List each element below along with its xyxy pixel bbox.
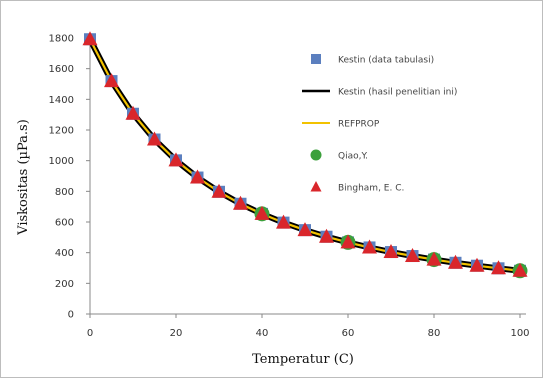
data-point-triangle xyxy=(319,228,334,243)
legend-marker-circle xyxy=(310,149,322,161)
y-tick-label: 1400 xyxy=(49,95,74,106)
y-tick-label: 1000 xyxy=(49,156,74,167)
data-point-triangle xyxy=(276,214,291,229)
data-point-triangle xyxy=(297,222,313,237)
x-tick-label: 20 xyxy=(170,328,183,339)
data-point-triangle xyxy=(82,31,98,46)
legend-marker-triangle xyxy=(310,181,322,192)
x-tick-label: 80 xyxy=(428,328,441,339)
legend-label: Kestin (hasil penelitian ini) xyxy=(338,88,457,98)
x-tick-label: 0 xyxy=(87,328,93,339)
data-point-triangle xyxy=(211,183,227,198)
y-tick-label: 1200 xyxy=(49,126,74,137)
data-point-triangle xyxy=(125,105,141,120)
data-point-triangle xyxy=(254,205,270,220)
legend-label: REFPROP xyxy=(338,120,380,130)
data-point-triangle xyxy=(104,73,119,88)
data-point-triangle xyxy=(512,262,528,277)
y-tick-label: 800 xyxy=(55,187,74,198)
legend-label: Qiao,Y. xyxy=(338,152,368,162)
y-tick-label: 0 xyxy=(68,310,74,321)
y-axis-title: Viskositas (µPa.s) xyxy=(16,119,31,236)
legend-marker-square xyxy=(311,54,321,64)
data-point-triangle xyxy=(340,234,356,249)
y-tick-label: 600 xyxy=(55,218,74,229)
data-point-triangle xyxy=(448,254,463,269)
legend-label: Kestin (data tabulasi) xyxy=(338,56,434,66)
legend-label: Bingham, E. C. xyxy=(338,184,404,194)
legend: Kestin (data tabulasi) Kestin (hasil pene… xyxy=(302,54,457,194)
x-tick-label: 100 xyxy=(510,328,529,339)
y-tick-label: 200 xyxy=(55,279,74,290)
data-point-triangle xyxy=(426,251,442,266)
data-point-triangle xyxy=(405,248,420,263)
data-point-triangle xyxy=(233,195,248,210)
y-tick-label: 1600 xyxy=(49,64,74,75)
data-point-triangle xyxy=(147,131,162,146)
x-axis-title: Temperatur (C) xyxy=(252,352,354,367)
data-point-triangle xyxy=(469,257,485,272)
data-point-triangle xyxy=(362,239,377,254)
data-point-triangle xyxy=(383,244,399,259)
axes: 0 200 400 600 800 1000 1200 1400 1600 1800 0 20 40 60… xyxy=(49,34,530,340)
data-point-triangle xyxy=(190,169,205,184)
y-tick-label: 1800 xyxy=(49,34,74,45)
y-tick-label: 400 xyxy=(55,248,74,259)
plot-series xyxy=(82,31,528,279)
x-tick-label: 60 xyxy=(342,328,355,339)
data-point-triangle xyxy=(491,260,506,275)
x-tick-label: 40 xyxy=(256,328,269,339)
data-point-triangle xyxy=(168,152,184,167)
